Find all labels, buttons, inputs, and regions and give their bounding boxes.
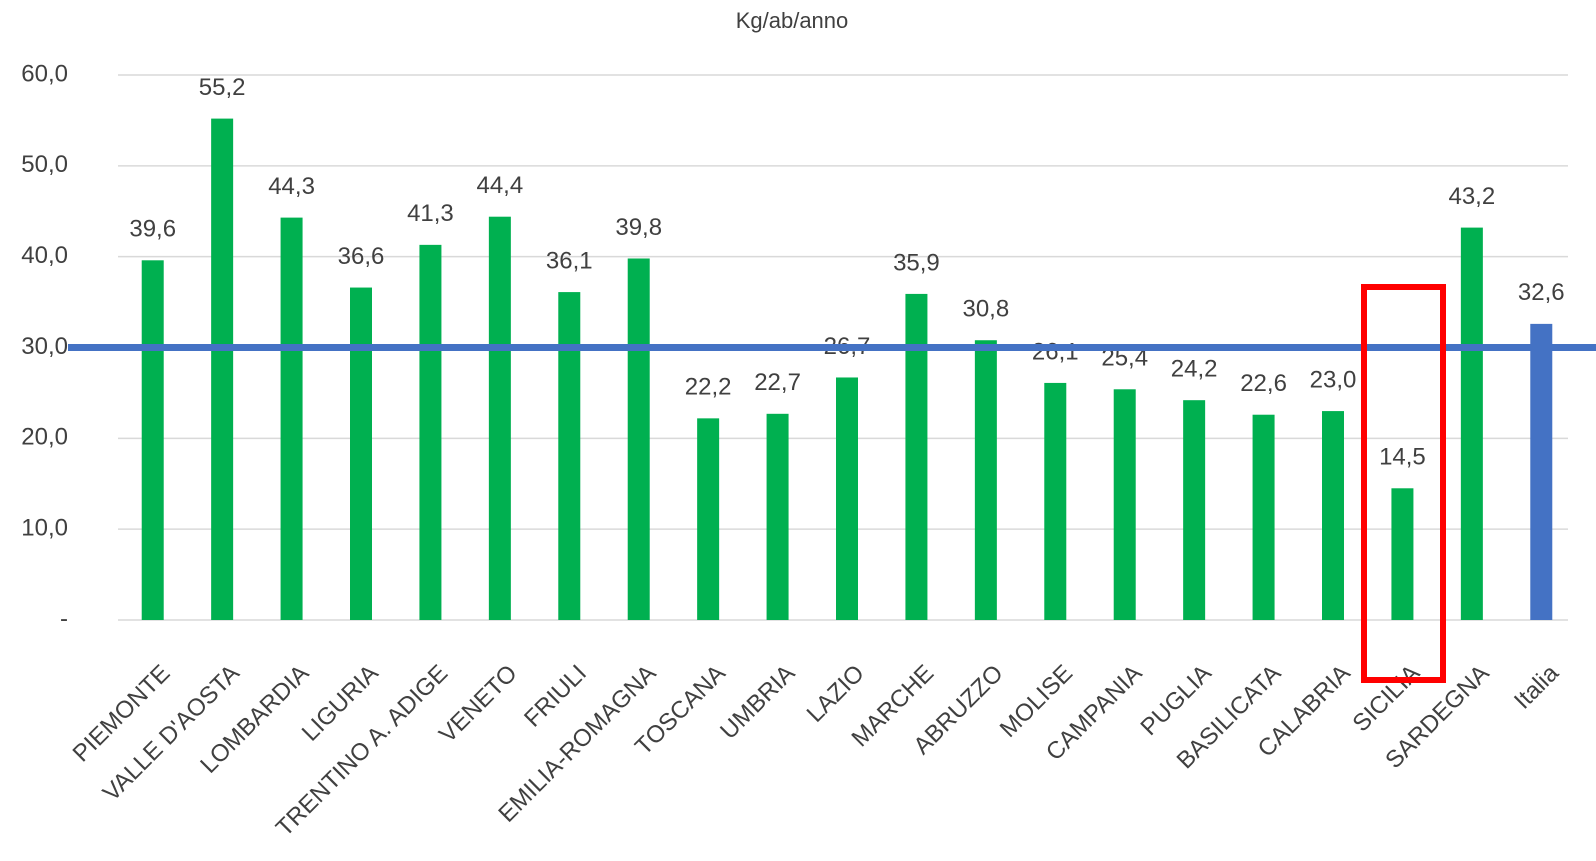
bar [1460, 227, 1483, 620]
x-tick-label: Italia [1509, 659, 1564, 714]
bar [488, 216, 511, 620]
bar [141, 260, 164, 620]
value-label: 43,2 [1448, 183, 1495, 210]
x-tick-label: UMBRIA [715, 660, 800, 745]
y-tick-label: 10,0 [21, 515, 68, 542]
chart-title: Kg/ab/anno [736, 8, 849, 33]
value-label: 26,1 [1032, 338, 1079, 365]
y-tick-label: 40,0 [21, 242, 68, 269]
value-label: 35,9 [893, 249, 940, 276]
bar [1183, 400, 1206, 620]
value-label: 22,6 [1240, 370, 1287, 397]
y-tick-label: 50,0 [21, 151, 68, 178]
bar [280, 217, 303, 620]
bar [558, 292, 581, 620]
bar [419, 244, 442, 620]
value-label: 41,3 [407, 200, 454, 227]
bar [766, 413, 789, 620]
value-label: 32,6 [1518, 279, 1565, 306]
bar [1391, 488, 1414, 620]
value-label: 22,7 [754, 369, 801, 396]
bar [836, 377, 858, 620]
value-label: 44,3 [268, 173, 315, 200]
value-label: 39,6 [129, 216, 176, 243]
bar [1252, 414, 1275, 620]
y-tick-label: 20,0 [21, 424, 68, 451]
bar [1322, 411, 1344, 620]
highlight-box [1361, 284, 1446, 683]
y-tick-label: 60,0 [21, 60, 68, 87]
value-label: 30,8 [962, 296, 1009, 323]
value-label: 36,1 [546, 247, 593, 274]
value-label: 44,4 [476, 172, 523, 199]
value-label: 24,2 [1171, 356, 1218, 383]
bar [627, 258, 650, 620]
y-tick-label: 30,0 [21, 333, 68, 360]
bar [974, 340, 997, 620]
bar [211, 118, 234, 620]
value-label: 23,0 [1310, 366, 1357, 393]
value-label: 14,5 [1379, 444, 1426, 471]
bar [1530, 323, 1553, 620]
y-tick-label: - [60, 605, 68, 632]
x-tick-label: LAZIO [802, 660, 870, 728]
value-label: 36,6 [338, 243, 385, 270]
value-label: 22,2 [685, 374, 732, 401]
bar [697, 418, 720, 620]
bar [350, 287, 372, 620]
value-label: 39,8 [615, 214, 662, 241]
bar [905, 293, 928, 620]
bar [1113, 389, 1136, 620]
value-label: 55,2 [199, 74, 246, 101]
bar [1044, 382, 1067, 620]
